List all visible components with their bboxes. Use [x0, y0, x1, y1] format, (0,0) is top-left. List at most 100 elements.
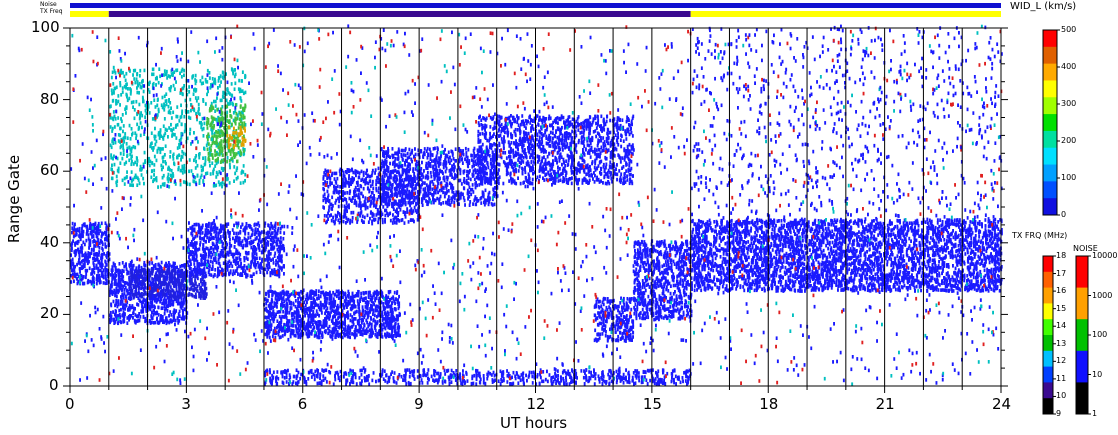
range-gate-cell [304, 303, 307, 308]
tx-freq-segment [690, 11, 1001, 17]
range-gate-cell [397, 213, 399, 217]
range-gate-cell [88, 226, 91, 230]
range-gate-cell [264, 267, 267, 272]
range-gate-cell [173, 291, 176, 296]
range-gate-cell [353, 304, 356, 308]
range-gate-cell [434, 163, 436, 167]
range-gate-cell [160, 265, 162, 270]
range-gate-cell [200, 285, 202, 290]
range-gate-cell [276, 300, 279, 305]
range-gate-cell [355, 309, 358, 314]
range-gate-cell [417, 209, 419, 214]
range-gate-cell [197, 264, 199, 268]
range-gate-cell [172, 280, 174, 285]
range-gate-cell [273, 245, 276, 249]
range-gate-cell [416, 176, 419, 181]
range-gate-cell [165, 284, 168, 289]
range-gate-cell [362, 179, 365, 184]
range-gate-cell [92, 247, 95, 252]
range-gate-cell [313, 293, 316, 297]
range-gate-cell [259, 270, 262, 274]
range-gate-cell [151, 310, 153, 315]
range-gate-cell [150, 285, 153, 289]
range-gate-cell [407, 195, 410, 200]
range-gate-cell [344, 210, 346, 214]
range-gate-cell [150, 316, 153, 320]
range-gate-cell [370, 303, 372, 308]
range-gate-cell [128, 318, 130, 322]
range-gate-cell [303, 308, 306, 313]
range-gate-cell [179, 286, 182, 290]
range-gate-cell [224, 254, 227, 259]
range-gate-cell [442, 186, 445, 190]
range-gate-cell [417, 170, 420, 174]
range-gate-cell [365, 168, 368, 173]
range-gate-cell [402, 148, 404, 153]
range-gate-cell [270, 238, 273, 243]
range-gate-cell [183, 273, 185, 278]
range-gate-cell [283, 224, 286, 229]
range-gate-cell [201, 231, 204, 235]
range-gate-cell [115, 282, 117, 286]
range-gate-cell [281, 244, 284, 249]
range-gate-cell [108, 252, 111, 256]
range-gate-cell [154, 299, 156, 303]
range-gate-cell [332, 215, 334, 220]
range-gate-cell [144, 278, 146, 282]
range-gate-cell [355, 325, 357, 329]
range-gate-cell [310, 304, 312, 309]
range-gate-cell [254, 249, 257, 253]
range-gate-cell [364, 182, 367, 186]
range-gate-cell [276, 255, 279, 260]
range-gate-cell [82, 222, 85, 227]
range-gate-cell [387, 321, 390, 325]
range-gate-cell [487, 180, 490, 185]
range-gate-cell [415, 202, 417, 207]
range-gate-cell [195, 241, 198, 245]
range-gate-cell [180, 316, 183, 321]
range-gate-cell [288, 311, 291, 315]
range-gate-cell [170, 264, 173, 269]
range-gate-cell [334, 217, 337, 221]
range-gate-cell [133, 279, 136, 284]
range-gate-cell [217, 257, 220, 261]
range-gate-cell [234, 235, 237, 240]
range-gate-cell [326, 176, 329, 181]
range-gate-cell [244, 238, 247, 242]
range-gate-cell [333, 171, 336, 176]
range-gate-cell [71, 241, 74, 245]
range-gate-cell [351, 168, 354, 173]
range-gate-cell [326, 189, 329, 194]
range-gate-cell [437, 147, 439, 151]
range-gate-cell [271, 290, 274, 294]
range-gate-cell [127, 306, 130, 310]
range-gate-cell [199, 293, 202, 298]
range-gate-cell [124, 281, 127, 285]
range-gate-cell [401, 164, 404, 168]
range-gate-cell [252, 255, 254, 260]
range-gate-cell [396, 331, 398, 335]
range-gate-cell [288, 299, 291, 304]
range-gate-cell [400, 178, 403, 183]
range-gate-cell [290, 302, 293, 306]
range-gate-cell [141, 279, 144, 284]
range-gate-cell [430, 174, 433, 179]
range-gate-cell [161, 273, 164, 278]
range-gate-cell [201, 288, 204, 292]
range-gate-cell [233, 231, 235, 236]
range-gate-cell [181, 273, 184, 277]
range-gate-cell [198, 226, 201, 230]
range-gate-cell [90, 228, 93, 232]
range-gate-cell [364, 196, 367, 200]
range-gate-cell [369, 307, 372, 311]
range-gate-cell [348, 205, 350, 210]
range-gate-cell [296, 308, 299, 313]
range-gate-cell [392, 205, 394, 209]
range-gate-cell [192, 274, 195, 279]
range-gate-cell [408, 179, 410, 183]
range-gate-cell [451, 189, 454, 194]
range-gate-cell [363, 331, 366, 335]
range-gate-cell [175, 285, 178, 290]
range-gate-cell [76, 240, 79, 244]
range-gate-cell [200, 261, 203, 265]
